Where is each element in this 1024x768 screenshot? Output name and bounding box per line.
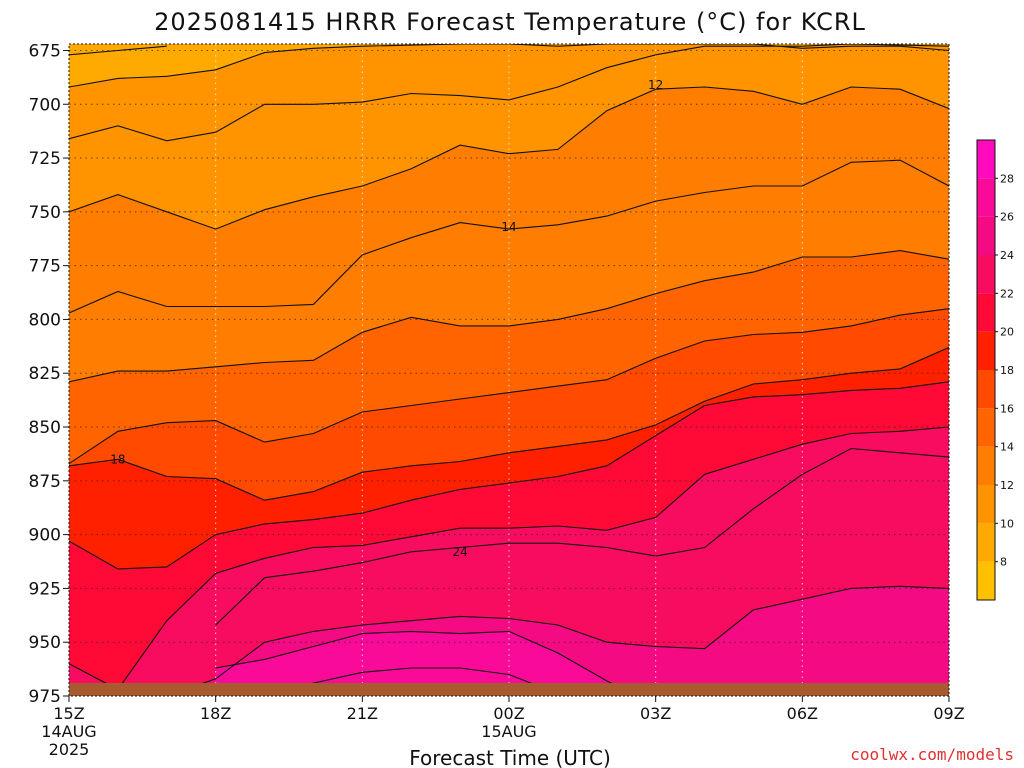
isotherm-26 xyxy=(215,630,637,696)
x-tick-label: 21Z xyxy=(347,704,378,723)
isotherm-11 xyxy=(69,44,949,142)
colorbar-bin xyxy=(977,140,995,179)
ground-layer xyxy=(69,683,949,696)
grid-layer xyxy=(69,44,949,696)
plot-area: 12 14 18 24 xyxy=(68,43,950,697)
y-tick-label: 750 xyxy=(29,203,61,223)
contour-label: 14 xyxy=(501,220,516,234)
x-tick-label: 09Z xyxy=(933,704,964,723)
isotherm-22 xyxy=(69,426,949,691)
y-axis: 675 700 725 750 775 800 825 850 875 900 925 950 975 xyxy=(29,41,69,707)
isotherm-10 xyxy=(69,44,949,88)
colorbar-bin xyxy=(977,331,995,370)
y-tick-label: 975 xyxy=(29,687,61,707)
isotherm-16 xyxy=(69,308,949,465)
isotherm-12 xyxy=(69,86,949,230)
isotherm-18 xyxy=(69,346,949,501)
isotherm-24 xyxy=(166,585,949,696)
isotherm-layer xyxy=(69,44,949,696)
isotherm-14 xyxy=(69,250,949,383)
colorbar-bin xyxy=(977,408,995,447)
y-tick-label: 675 xyxy=(29,41,61,61)
y-tick-label: 850 xyxy=(29,418,61,438)
contour-label: 18 xyxy=(110,452,125,466)
isotherm-8 xyxy=(69,45,167,56)
colorbar-tick-label: 10 xyxy=(1000,517,1014,530)
colorbar-tick-label: 28 xyxy=(1000,172,1014,185)
colorbar-bin xyxy=(977,178,995,217)
y-tick-label: 775 xyxy=(29,257,61,277)
y-tick-label: 800 xyxy=(29,310,61,330)
contour-label: 24 xyxy=(452,545,467,559)
y-tick-label: 950 xyxy=(29,633,61,653)
colorbar-bin xyxy=(977,370,995,409)
colorbar: 8 10 12 14 16 18 20 22 24 26 28 xyxy=(976,139,1014,601)
x-tick-label: 03Z xyxy=(640,704,671,723)
colorbar-tick-label: 16 xyxy=(1000,402,1014,415)
colorbar-bin xyxy=(977,523,995,562)
y-tick-label: 825 xyxy=(29,364,61,384)
chart-title: 2025081415 HRRR Forecast Temperature (°C… xyxy=(154,8,866,36)
x-tick-date: 14AUG xyxy=(41,722,96,741)
colorbar-bin xyxy=(977,561,995,600)
y-tick-label: 925 xyxy=(29,579,61,599)
colorbar-tick-label: 22 xyxy=(1000,287,1014,300)
x-tick-label: 06Z xyxy=(787,704,818,723)
colorbar-tick-label: 12 xyxy=(1000,479,1014,492)
isotherm-13 xyxy=(69,159,949,314)
colorbar-bin xyxy=(977,255,995,294)
contour-label: 12 xyxy=(648,78,663,92)
ground-strip xyxy=(69,683,949,696)
colorbar-bin xyxy=(977,293,995,332)
x-axis-title: Forecast Time (UTC) xyxy=(409,746,611,768)
band-fill-26 xyxy=(215,631,637,696)
colorbar-bin xyxy=(977,446,995,485)
colorbar-tick-label: 18 xyxy=(1000,364,1014,377)
colorbar-tick-label: 20 xyxy=(1000,326,1014,339)
colorbar-tick-label: 24 xyxy=(1000,249,1014,262)
y-tick-label: 900 xyxy=(29,526,61,546)
colorbar-bin xyxy=(977,485,995,524)
isotherm-20 xyxy=(69,381,949,570)
y-tick-label: 875 xyxy=(29,472,61,492)
colorbar-bin xyxy=(977,216,995,255)
y-tick-label: 700 xyxy=(29,95,61,115)
x-tick-date: 15AUG xyxy=(481,722,536,741)
x-tick-year: 2025 xyxy=(49,740,90,759)
credit-text: coolwx.com/models xyxy=(850,745,1014,764)
x-tick-label: 00Z xyxy=(493,704,524,723)
colorbar-tick-label: 8 xyxy=(1000,556,1007,569)
x-tick-label: 18Z xyxy=(200,704,231,723)
y-tick-label: 725 xyxy=(29,149,61,169)
colorbar-tick-label: 14 xyxy=(1000,441,1014,454)
isotherm-23 xyxy=(215,447,949,626)
contour-label-layer: 12 14 18 24 xyxy=(110,78,663,559)
x-tick-label: 15Z xyxy=(53,704,84,723)
colorbar-tick-label: 26 xyxy=(1000,211,1014,224)
